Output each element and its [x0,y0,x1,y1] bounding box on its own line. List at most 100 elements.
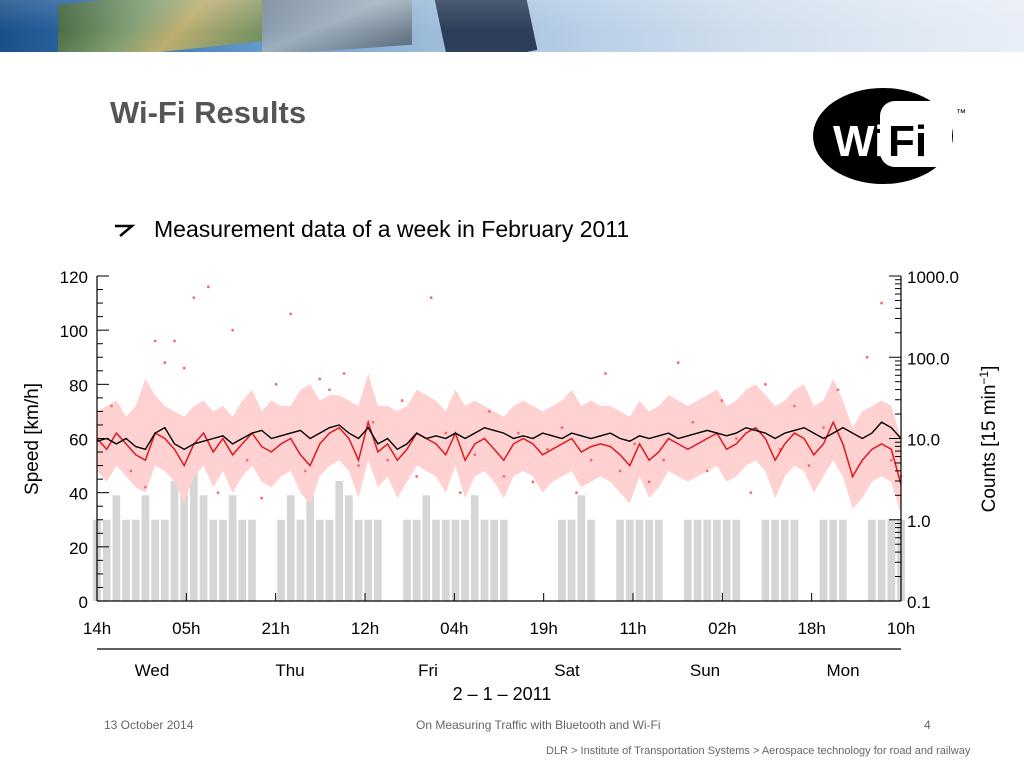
count-bar [248,519,256,601]
speed-point [531,480,535,484]
speed-point [318,377,322,381]
speed-point [429,296,433,300]
day-label: Sat [554,661,580,680]
speed-point [676,361,680,365]
logo-fi-text: Fi [888,117,927,166]
speed-point [560,426,564,430]
day-label: Mon [826,661,859,680]
bullet-text: Measurement data of a week in February 2… [154,216,630,242]
count-bar [790,519,799,601]
y2-tick-label: 10.0 [907,431,940,450]
day-label: Sun [690,661,720,680]
speed-point [444,431,448,435]
count-bar [286,495,295,601]
count-bar [693,519,702,601]
speed-point [865,355,869,359]
count-bar [732,519,741,601]
count-bar [635,519,644,601]
y2-tick-label: 100.0 [907,349,950,368]
speed-point [720,399,724,402]
speed-point [546,447,549,451]
logo-trademark: ™ [956,108,966,119]
y2-axis-title-main: Counts [15 min [979,385,1000,513]
speed-point [822,426,825,430]
y2-tick-label: 0.1 [907,593,931,612]
count-bar [616,519,624,601]
x-tick-label: 19h [529,619,557,638]
count-bar [490,519,498,601]
speed-point [386,458,390,462]
count-bar [877,519,886,601]
speed-point [231,328,235,332]
speed-point [328,388,331,392]
count-bar [761,519,770,601]
x-tick-label: 02h [708,619,736,638]
speed-point [889,458,893,462]
banner-gloss [0,0,1024,52]
count-bar [567,519,576,601]
count-bar [780,519,789,601]
count-bar [887,519,896,601]
count-bar [160,519,169,601]
bullet-arrow-icon [115,224,136,237]
x-tick-label: 12h [351,619,379,638]
slide-title: Wi-Fi Results [110,95,307,130]
y-tick-label: 100 [60,322,88,341]
count-bar [422,495,431,601]
count-bar [335,480,344,601]
count-bar [829,519,838,601]
count-bar [364,519,373,601]
count-bar [190,470,198,601]
count-bar [703,519,712,601]
count-bar [451,519,460,601]
footer-presentation-title: On Measuring Traffic with Bluetooth and … [416,718,661,732]
count-bar [868,519,876,601]
count-bar [219,519,227,601]
count-bar [577,495,586,601]
wifi-logo: Wi Fi ™ [813,88,966,184]
y-tick-label: 120 [60,268,88,287]
speed-point [734,437,738,440]
speed-point [371,420,375,424]
count-bar [325,519,334,601]
count-bar [122,519,130,601]
speed-point [749,491,753,495]
count-bar [102,519,111,601]
count-bar [654,519,663,601]
speed-point [473,453,477,457]
speed-point [342,372,346,375]
speed-line-black [96,421,902,451]
header-banner [0,0,1024,52]
speed-point [458,491,462,495]
speed-point [575,491,578,495]
count-bar [722,519,731,601]
speed-point [589,458,593,462]
count-bar [199,495,208,601]
x-tick-label: 18h [797,619,825,638]
x-tick-label: 11h [619,619,646,638]
x-tick-label: 14h [83,619,111,638]
speed-point [763,382,767,386]
count-bar [625,519,634,601]
speed-point [129,469,133,473]
speed-lines [96,419,902,485]
speed-points [110,285,903,500]
count-bar [345,495,353,601]
y2-axis-title-close: ] [979,366,1000,371]
speed-point [604,372,607,375]
x-tick-label: 21h [261,619,289,638]
y-tick-label: 20 [69,539,88,558]
logo-wi-text: Wi [833,117,886,166]
y-axis-title: Speed [km/h] [22,383,43,495]
speed-point [487,410,491,413]
count-bar [412,519,421,601]
speed-point [260,496,264,500]
y-tick-label: 0 [79,593,88,612]
x-tick-label: 10h [887,619,915,638]
date-label: 2 – 1 – 2011 [453,684,552,704]
speed-point [415,475,419,478]
logo-fi-box [880,101,952,167]
speed-point [303,469,307,473]
x-tick-label: 05h [172,619,200,638]
speed-counts-chart: 0 20 40 60 80 100 120 0.1 1.0 10.0 100.0 1000.0 14h 0… [22,268,1000,704]
